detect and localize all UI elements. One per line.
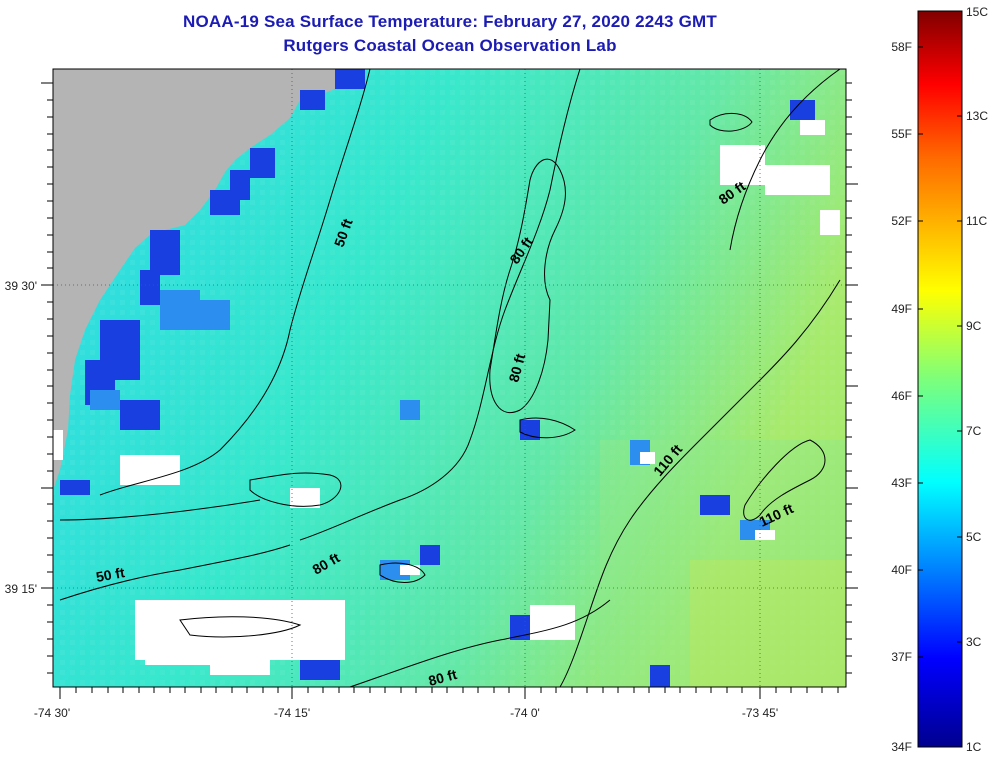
colorbar-c-label: 11C — [966, 214, 987, 228]
contour-label: 80 ft — [505, 352, 528, 384]
colorbar-c-label: 15C — [966, 5, 988, 19]
colorbar — [917, 10, 963, 748]
land-new-jersey — [53, 69, 360, 490]
colorbar-labels: 58F 55F 52F 49F 46F 43F 40F 37F 34F 15C … — [891, 5, 988, 754]
bathymetry-contours — [59, 69, 841, 687]
colorbar-f-label: 37F — [891, 650, 912, 664]
colorbar-c-label: 1C — [966, 740, 982, 754]
colorbar-f-label: 40F — [891, 563, 912, 577]
graticule — [53, 69, 846, 687]
colorbar-c-label: 5C — [966, 530, 982, 544]
map-frame — [52, 68, 847, 688]
colorbar-f-label: 55F — [891, 127, 912, 141]
map-title: NOAA-19 Sea Surface Temperature: Februar… — [183, 12, 717, 31]
colorbar-f-label: 49F — [891, 302, 912, 316]
lat-tick-label: 39 30' — [5, 279, 37, 293]
colorbar-ticks — [918, 46, 962, 658]
colorbar-f-label: 52F — [891, 214, 912, 228]
contour-label: 80 ft — [427, 666, 459, 689]
axis-labels: -74 30' -74 15' -74 0' -73 45' 39 30' 39… — [5, 279, 778, 720]
colorbar-f-label: 34F — [891, 740, 912, 754]
colorbar-f-label: 46F — [891, 389, 912, 403]
colorbar-c-label: 9C — [966, 319, 982, 333]
colorbar-f-label: 58F — [891, 40, 912, 54]
colorbar-c-label: 3C — [966, 635, 982, 649]
lon-tick-label: -74 30' — [34, 706, 70, 720]
lon-tick-label: -74 15' — [274, 706, 310, 720]
tick-marks — [41, 82, 858, 699]
colorbar-f-label: 43F — [891, 476, 912, 490]
lon-tick-label: -74 0' — [510, 706, 540, 720]
contour-label: 50 ft — [95, 564, 126, 585]
map-subtitle: Rutgers Coastal Ocean Observation Lab — [283, 36, 617, 55]
colorbar-c-label: 7C — [966, 424, 982, 438]
cold-water-pixels — [60, 69, 815, 687]
lon-tick-label: -73 45' — [742, 706, 778, 720]
colorbar-c-label: 13C — [966, 109, 988, 123]
lat-tick-label: 39 15' — [5, 582, 37, 596]
